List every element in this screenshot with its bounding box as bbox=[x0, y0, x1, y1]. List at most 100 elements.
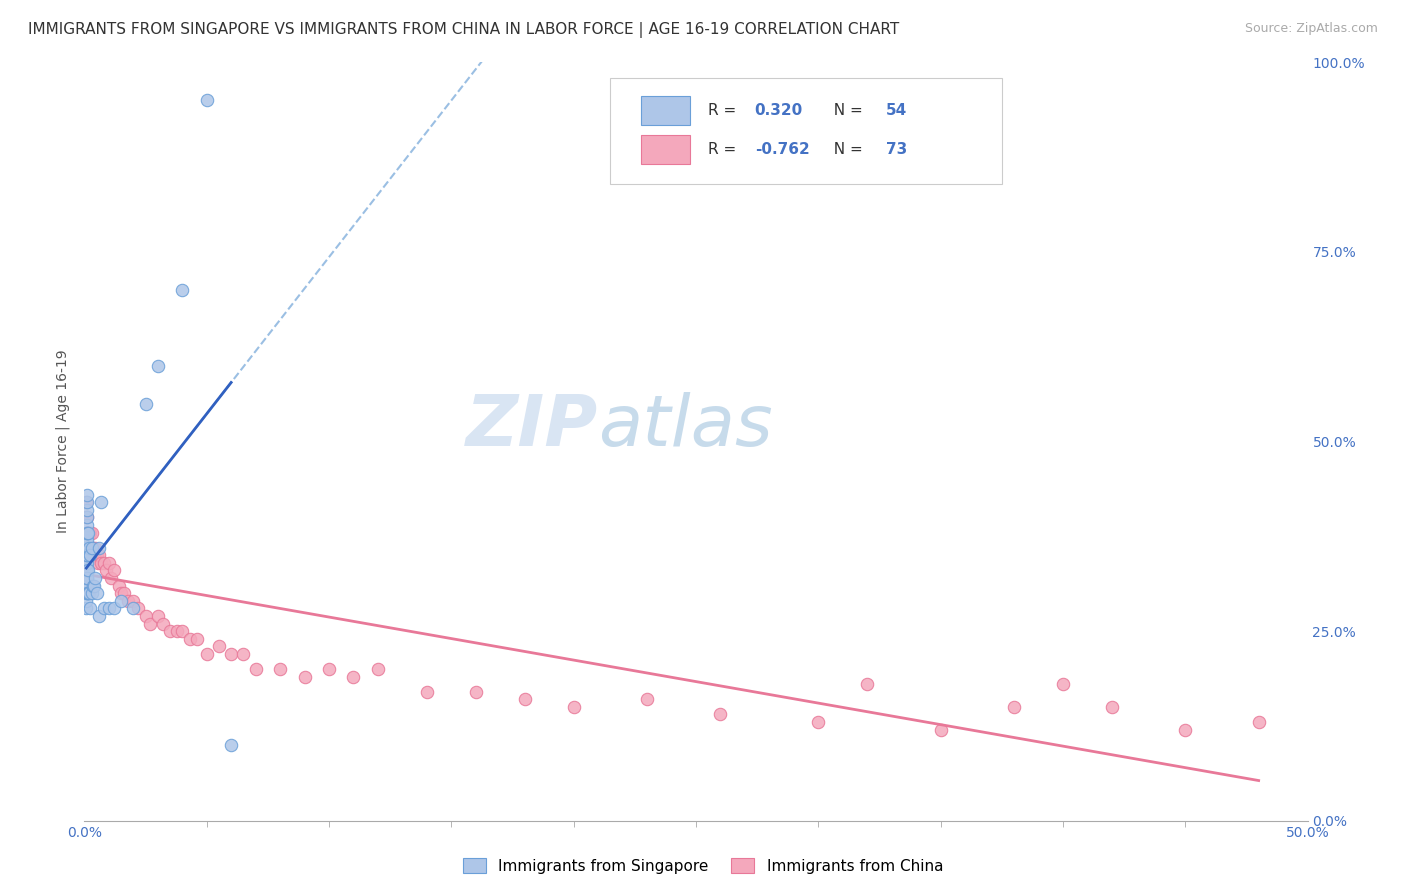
Point bbox=[76, 495, 98, 509]
Point bbox=[107, 579, 129, 593]
Point bbox=[93, 601, 115, 615]
Point bbox=[86, 586, 108, 600]
Point bbox=[122, 601, 145, 615]
Point bbox=[76, 525, 98, 540]
Point bbox=[76, 525, 98, 540]
Text: N =: N = bbox=[824, 142, 863, 157]
Point bbox=[232, 647, 254, 661]
Point bbox=[76, 541, 98, 555]
Point bbox=[80, 586, 103, 600]
Point bbox=[139, 616, 162, 631]
Point bbox=[103, 601, 125, 615]
Point bbox=[75, 510, 97, 524]
Text: atlas: atlas bbox=[598, 392, 773, 461]
Text: N =: N = bbox=[824, 103, 863, 118]
Point bbox=[77, 586, 100, 600]
Point bbox=[76, 525, 98, 540]
Point bbox=[172, 624, 194, 639]
Point bbox=[179, 632, 201, 646]
Point bbox=[77, 586, 100, 600]
Point bbox=[122, 594, 145, 608]
Point bbox=[318, 662, 340, 676]
Point bbox=[76, 487, 98, 501]
Point bbox=[146, 608, 169, 623]
Point bbox=[195, 647, 218, 661]
FancyBboxPatch shape bbox=[641, 95, 690, 125]
Point bbox=[75, 556, 97, 570]
Point bbox=[79, 548, 101, 563]
Point bbox=[83, 579, 105, 593]
Point bbox=[80, 525, 103, 540]
Point bbox=[84, 571, 107, 585]
Text: ZIP: ZIP bbox=[465, 392, 598, 461]
Point bbox=[166, 624, 188, 639]
Point bbox=[77, 525, 100, 540]
Point bbox=[77, 541, 100, 555]
Point bbox=[100, 571, 122, 585]
Point bbox=[562, 699, 585, 714]
Point bbox=[75, 548, 97, 563]
Point bbox=[103, 564, 125, 578]
Point bbox=[82, 541, 104, 555]
Point bbox=[93, 556, 115, 570]
Point bbox=[77, 525, 100, 540]
Point bbox=[294, 669, 316, 683]
Point bbox=[87, 548, 110, 563]
Text: IMMIGRANTS FROM SINGAPORE VS IMMIGRANTS FROM CHINA IN LABOR FORCE | AGE 16-19 CO: IMMIGRANTS FROM SINGAPORE VS IMMIGRANTS … bbox=[28, 22, 900, 38]
Point bbox=[75, 579, 97, 593]
Point bbox=[807, 715, 830, 730]
Point bbox=[75, 541, 97, 555]
Point bbox=[1101, 699, 1123, 714]
Point bbox=[208, 639, 231, 653]
Point bbox=[76, 571, 98, 585]
Point bbox=[79, 601, 101, 615]
FancyBboxPatch shape bbox=[641, 136, 690, 164]
Point bbox=[76, 548, 98, 563]
Point bbox=[76, 556, 98, 570]
Text: 54: 54 bbox=[886, 103, 907, 118]
Point bbox=[172, 283, 194, 297]
Point bbox=[87, 541, 110, 555]
Point bbox=[195, 94, 218, 108]
Point bbox=[77, 525, 100, 540]
Point bbox=[75, 525, 97, 540]
Point bbox=[76, 510, 98, 524]
Point bbox=[76, 517, 98, 532]
Point bbox=[79, 525, 101, 540]
Point bbox=[76, 541, 98, 555]
Point bbox=[87, 556, 110, 570]
Point bbox=[77, 541, 100, 555]
Point bbox=[245, 662, 267, 676]
Point bbox=[1052, 677, 1074, 691]
Point bbox=[112, 586, 135, 600]
Text: 73: 73 bbox=[886, 142, 907, 157]
Point bbox=[76, 510, 98, 524]
Point bbox=[75, 495, 97, 509]
Point bbox=[76, 548, 98, 563]
Point bbox=[82, 548, 104, 563]
Point bbox=[856, 677, 879, 691]
Point bbox=[77, 541, 100, 555]
Point bbox=[152, 616, 174, 631]
Point bbox=[146, 359, 169, 373]
Point bbox=[219, 738, 242, 752]
Point bbox=[77, 548, 100, 563]
Point bbox=[75, 571, 97, 585]
Point bbox=[513, 692, 536, 706]
Point bbox=[269, 662, 291, 676]
Point bbox=[76, 571, 98, 585]
Point bbox=[709, 707, 731, 722]
Point bbox=[97, 601, 120, 615]
Point bbox=[75, 586, 97, 600]
Point bbox=[77, 564, 100, 578]
Point bbox=[75, 533, 97, 548]
Point bbox=[80, 541, 103, 555]
Point bbox=[90, 556, 112, 570]
Legend: Immigrants from Singapore, Immigrants from China: Immigrants from Singapore, Immigrants fr… bbox=[457, 852, 949, 880]
Point bbox=[159, 624, 181, 639]
Point bbox=[76, 586, 98, 600]
Point bbox=[76, 533, 98, 548]
Point bbox=[367, 662, 389, 676]
Point bbox=[219, 647, 242, 661]
Point bbox=[80, 541, 103, 555]
